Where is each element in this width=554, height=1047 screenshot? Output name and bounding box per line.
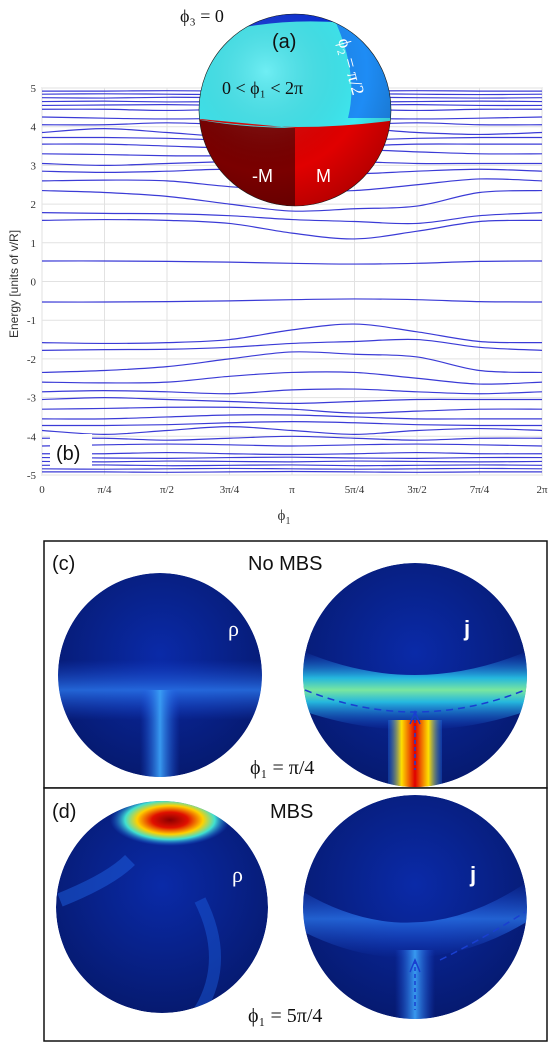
sphere-inset: ϕ₃ = 0 (a) 0 < ϕ₁ < 2π ϕ₂ = π/2 -M M <box>180 6 392 207</box>
y-tick-label: 0 <box>31 277 37 289</box>
panel-label-c: (c) <box>52 553 75 575</box>
panel-c-title: No MBS <box>248 553 322 575</box>
current-sphere-c <box>303 563 527 787</box>
y-tick-label: -3 <box>27 393 37 405</box>
y-tick-label: -2 <box>27 354 36 366</box>
energy-level-line-34 <box>42 464 542 467</box>
energy-level-line-22 <box>42 426 542 435</box>
energy-level-line-32 <box>42 460 542 463</box>
panel-label-b: (b) <box>56 443 80 465</box>
energy-level-line-3 <box>42 218 542 240</box>
x-tick-label: 3π/4 <box>220 484 240 496</box>
y-tick-labels: -5 -4 -3 -2 -1 0 1 2 3 4 5 <box>27 83 37 482</box>
phi1-range-label: 0 < ϕ₁ < 2π <box>222 78 303 98</box>
y-tick-label: -5 <box>27 470 37 482</box>
energy-level-line-5 <box>42 212 542 225</box>
phi3-label: ϕ₃ = 0 <box>180 6 224 26</box>
x-tick-label: 2π <box>536 484 548 496</box>
panel-d-caption: ϕ₁ = 5π/4 <box>248 1005 322 1027</box>
energy-level-line-2 <box>42 298 542 303</box>
sphere-shading <box>199 14 391 206</box>
y-tick-label: 1 <box>31 238 37 250</box>
rho-label-c: ρ <box>228 616 239 641</box>
energy-level-line-26 <box>42 443 542 447</box>
sphere-outline <box>198 13 392 207</box>
y-tick-label: 3 <box>31 160 37 172</box>
y-axis-label: Energy [units of v/R] <box>7 230 21 338</box>
plus-m-label: M <box>316 166 331 186</box>
panel-label-b-bg <box>50 434 92 468</box>
x-tick-label: π/4 <box>97 484 112 496</box>
energy-level-line-1 <box>42 260 542 265</box>
x-tick-label: 0 <box>39 484 45 496</box>
energy-level-line-30 <box>42 456 542 459</box>
energy-level-line-4 <box>42 323 542 345</box>
current-sphere-d <box>303 795 527 1019</box>
panel-label-a: (a) <box>272 31 296 53</box>
y-tick-label: -1 <box>27 315 36 327</box>
x-tick-label: π <box>289 484 295 496</box>
energy-level-line-24 <box>42 435 542 441</box>
y-tick-label: -4 <box>27 431 37 443</box>
x-axis-label: ϕ1 <box>278 508 291 527</box>
x-tick-label: π/2 <box>160 484 174 496</box>
panel-d-title: MBS <box>270 801 313 823</box>
energy-level-line-8 <box>42 351 542 374</box>
y-tick-label: 2 <box>31 199 37 211</box>
x-tick-label: 5π/4 <box>345 484 365 496</box>
panel-label-d: (d) <box>52 801 76 823</box>
energy-level-line-20 <box>42 420 542 427</box>
energy-level-line-38 <box>42 470 542 473</box>
minus-m-label: -M <box>252 166 273 186</box>
energy-level-line-28 <box>42 451 542 456</box>
y-tick-label: 5 <box>31 83 37 95</box>
energy-level-line-7 <box>42 189 542 212</box>
y-tick-label: 4 <box>31 122 37 134</box>
energy-level-line-10 <box>42 371 542 385</box>
energy-level-line-18 <box>42 414 542 420</box>
j-label-c: j <box>463 616 470 641</box>
panel-c-caption: ϕ₁ = π/4 <box>250 757 314 779</box>
energy-level-line-36 <box>42 467 542 470</box>
x-tick-labels: 0 π/4 π/2 3π/4 π 5π/4 3π/2 7π/4 2π <box>39 484 548 496</box>
j-label-d: j <box>469 862 476 887</box>
energy-level-line-14 <box>42 396 542 405</box>
rho-sphere-c <box>58 573 262 777</box>
energy-level-line-12 <box>42 388 542 395</box>
energy-level-line-6 <box>42 338 542 351</box>
x-tick-label: 7π/4 <box>470 484 490 496</box>
panel-d: (d) MBS ρ j ϕ₁ = 5π/4 <box>43 787 548 1042</box>
panel-c: (c) No MBS ρ j ϕ₁ = π/4 <box>43 540 548 789</box>
rho-label-d: ρ <box>232 862 243 887</box>
x-tick-label: 3π/2 <box>407 484 427 496</box>
energy-level-line-16 <box>42 406 542 414</box>
